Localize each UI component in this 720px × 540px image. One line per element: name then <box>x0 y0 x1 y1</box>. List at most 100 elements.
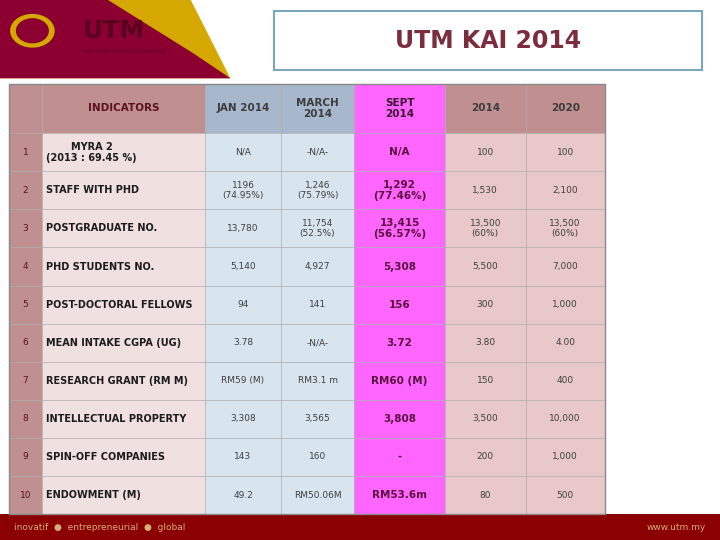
Text: 100: 100 <box>477 148 494 157</box>
FancyBboxPatch shape <box>42 133 205 171</box>
FancyBboxPatch shape <box>354 476 445 514</box>
FancyBboxPatch shape <box>445 438 526 476</box>
FancyBboxPatch shape <box>281 323 354 362</box>
Text: 8: 8 <box>23 414 28 423</box>
FancyBboxPatch shape <box>281 286 354 323</box>
Circle shape <box>5 10 60 51</box>
Text: 3,500: 3,500 <box>472 414 498 423</box>
Polygon shape <box>0 0 230 78</box>
FancyBboxPatch shape <box>205 133 281 171</box>
FancyBboxPatch shape <box>281 133 354 171</box>
FancyBboxPatch shape <box>42 362 205 400</box>
FancyBboxPatch shape <box>354 84 445 133</box>
FancyBboxPatch shape <box>281 247 354 286</box>
FancyBboxPatch shape <box>9 171 42 210</box>
Text: INDICATORS: INDICATORS <box>88 104 159 113</box>
Text: 13,780: 13,780 <box>228 224 258 233</box>
Text: POSTGRADUATE NO.: POSTGRADUATE NO. <box>46 224 158 233</box>
Text: inovatif  ●  entrepreneurial  ●  global: inovatif ● entrepreneurial ● global <box>14 523 186 531</box>
FancyBboxPatch shape <box>205 84 281 133</box>
FancyBboxPatch shape <box>354 400 445 438</box>
FancyBboxPatch shape <box>9 286 42 323</box>
FancyBboxPatch shape <box>445 323 526 362</box>
Text: 300: 300 <box>477 300 494 309</box>
FancyBboxPatch shape <box>9 323 42 362</box>
Text: MYRA 2
(2013 : 69.45 %): MYRA 2 (2013 : 69.45 %) <box>46 141 137 163</box>
FancyBboxPatch shape <box>281 210 354 247</box>
Text: 9: 9 <box>23 453 28 462</box>
Text: 3.78: 3.78 <box>233 338 253 347</box>
Text: 4.00: 4.00 <box>555 338 575 347</box>
FancyBboxPatch shape <box>0 514 720 540</box>
Text: RM59 (M): RM59 (M) <box>222 376 264 385</box>
Text: 500: 500 <box>557 490 574 500</box>
Text: RM60 (M): RM60 (M) <box>372 376 428 386</box>
FancyBboxPatch shape <box>9 247 42 286</box>
FancyBboxPatch shape <box>281 476 354 514</box>
FancyBboxPatch shape <box>42 171 205 210</box>
Text: 5: 5 <box>23 300 28 309</box>
FancyBboxPatch shape <box>9 438 42 476</box>
Text: 1,246
(75.79%): 1,246 (75.79%) <box>297 181 338 200</box>
Text: 1,000: 1,000 <box>552 453 578 462</box>
Text: 200: 200 <box>477 453 494 462</box>
FancyBboxPatch shape <box>445 133 526 171</box>
Text: 2,100: 2,100 <box>552 186 578 195</box>
FancyBboxPatch shape <box>205 210 281 247</box>
FancyBboxPatch shape <box>9 400 42 438</box>
FancyBboxPatch shape <box>281 171 354 210</box>
Text: 4: 4 <box>23 262 28 271</box>
Text: 11,754
(52.5%): 11,754 (52.5%) <box>300 219 336 238</box>
Text: 3.72: 3.72 <box>387 338 413 348</box>
Text: 3,808: 3,808 <box>383 414 416 424</box>
FancyBboxPatch shape <box>281 400 354 438</box>
FancyBboxPatch shape <box>42 210 205 247</box>
Text: MEAN INTAKE CGPA (UG): MEAN INTAKE CGPA (UG) <box>46 338 181 348</box>
FancyBboxPatch shape <box>42 247 205 286</box>
FancyBboxPatch shape <box>205 400 281 438</box>
Text: 7,000: 7,000 <box>552 262 578 271</box>
Text: 2020: 2020 <box>551 104 580 113</box>
Circle shape <box>11 15 54 47</box>
Circle shape <box>17 19 48 43</box>
FancyBboxPatch shape <box>445 286 526 323</box>
FancyBboxPatch shape <box>42 323 205 362</box>
Text: 160: 160 <box>309 453 326 462</box>
FancyBboxPatch shape <box>205 476 281 514</box>
Text: STAFF WITH PHD: STAFF WITH PHD <box>46 185 139 195</box>
FancyBboxPatch shape <box>281 362 354 400</box>
FancyBboxPatch shape <box>445 210 526 247</box>
FancyBboxPatch shape <box>9 210 42 247</box>
Text: 2: 2 <box>23 186 28 195</box>
FancyBboxPatch shape <box>9 476 42 514</box>
FancyBboxPatch shape <box>354 171 445 210</box>
Text: 141: 141 <box>309 300 326 309</box>
FancyBboxPatch shape <box>42 438 205 476</box>
FancyBboxPatch shape <box>526 286 605 323</box>
FancyBboxPatch shape <box>526 438 605 476</box>
FancyBboxPatch shape <box>526 210 605 247</box>
Text: 150: 150 <box>477 376 494 385</box>
Text: 94: 94 <box>238 300 248 309</box>
FancyBboxPatch shape <box>445 247 526 286</box>
Polygon shape <box>0 0 230 78</box>
Text: RM53.6m: RM53.6m <box>372 490 427 500</box>
FancyBboxPatch shape <box>354 438 445 476</box>
Text: -N/A-: -N/A- <box>307 148 328 157</box>
FancyBboxPatch shape <box>205 362 281 400</box>
FancyBboxPatch shape <box>205 286 281 323</box>
Text: ENDOWMENT (M): ENDOWMENT (M) <box>46 490 141 500</box>
FancyBboxPatch shape <box>354 247 445 286</box>
FancyBboxPatch shape <box>354 210 445 247</box>
FancyBboxPatch shape <box>42 286 205 323</box>
Text: 13,415
(56.57%): 13,415 (56.57%) <box>373 218 426 239</box>
Text: JAN 2014: JAN 2014 <box>216 104 270 113</box>
Text: 3,308: 3,308 <box>230 414 256 423</box>
Text: 80: 80 <box>480 490 491 500</box>
FancyBboxPatch shape <box>9 362 42 400</box>
FancyBboxPatch shape <box>274 11 702 70</box>
Text: UNIVERSITI TEKNOLOGI MALAYSIA: UNIVERSITI TEKNOLOGI MALAYSIA <box>83 49 166 54</box>
Text: 7: 7 <box>23 376 28 385</box>
Text: 10: 10 <box>20 490 31 500</box>
Text: 1: 1 <box>23 148 28 157</box>
